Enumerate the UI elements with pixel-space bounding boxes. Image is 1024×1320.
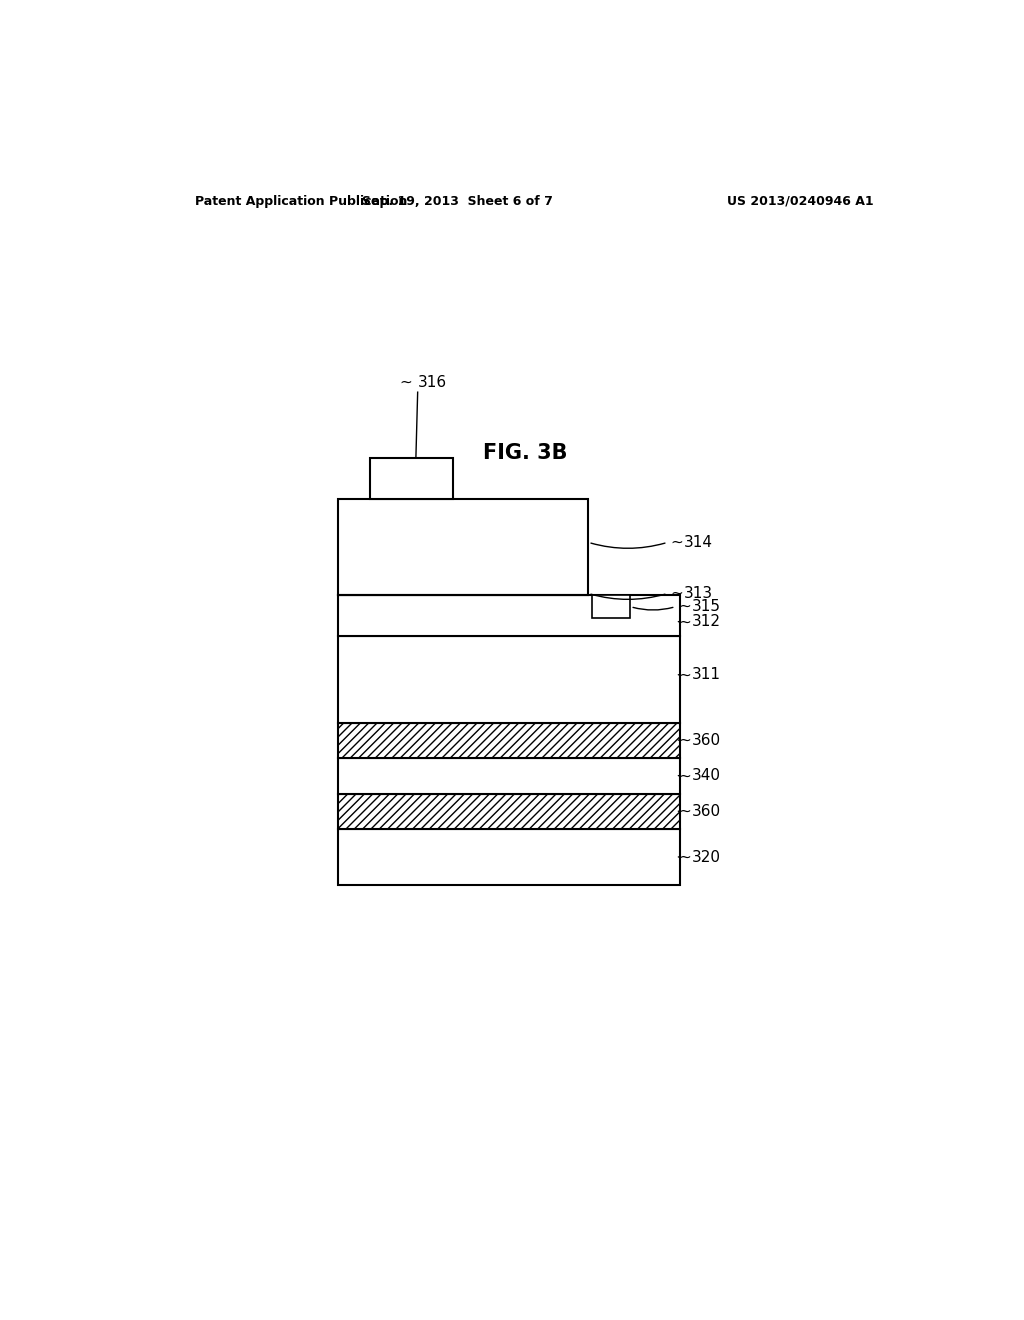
Text: ∼: ∼ — [679, 614, 691, 630]
Text: 360: 360 — [691, 804, 721, 818]
Text: ∼: ∼ — [679, 768, 691, 783]
Bar — [338, 793, 680, 829]
Bar — [338, 758, 680, 793]
Text: 311: 311 — [691, 668, 721, 682]
Text: ∼: ∼ — [679, 804, 691, 818]
Text: ∼: ∼ — [679, 599, 691, 614]
Bar — [338, 499, 589, 595]
Bar — [592, 595, 631, 618]
Text: 360: 360 — [691, 733, 721, 748]
Text: FIG. 3B: FIG. 3B — [482, 444, 567, 463]
Text: US 2013/0240946 A1: US 2013/0240946 A1 — [727, 194, 873, 207]
Bar — [338, 595, 680, 636]
Text: ∼: ∼ — [671, 586, 684, 601]
Text: 315: 315 — [691, 599, 721, 614]
Text: 320: 320 — [691, 850, 721, 865]
Bar — [338, 636, 680, 722]
Text: 313: 313 — [684, 586, 713, 601]
Bar — [338, 722, 680, 758]
Text: 312: 312 — [691, 614, 721, 630]
Text: Sep. 19, 2013  Sheet 6 of 7: Sep. 19, 2013 Sheet 6 of 7 — [361, 194, 553, 207]
Text: 316: 316 — [418, 375, 446, 389]
Bar — [370, 458, 454, 499]
Text: ∼: ∼ — [679, 668, 691, 682]
Text: 340: 340 — [691, 768, 721, 783]
Text: ∼: ∼ — [679, 733, 691, 748]
Text: Patent Application Publication: Patent Application Publication — [196, 194, 408, 207]
Bar — [338, 829, 680, 886]
Text: ∼: ∼ — [679, 850, 691, 865]
Text: ∼: ∼ — [671, 535, 684, 550]
Text: 314: 314 — [684, 535, 713, 550]
Text: ∼: ∼ — [399, 375, 412, 389]
